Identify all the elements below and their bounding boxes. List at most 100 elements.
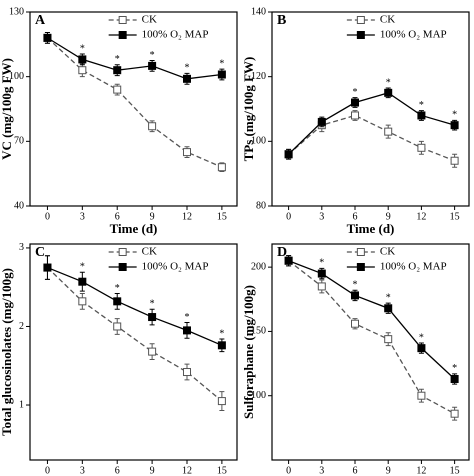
y-tick-label: 70 <box>14 136 24 147</box>
data-point <box>417 111 426 120</box>
data-point <box>148 313 157 322</box>
significance-mark: * <box>452 363 457 374</box>
y-tick-label: 2 <box>19 321 24 332</box>
x-tick-label: 15 <box>217 465 227 476</box>
data-point <box>417 143 426 152</box>
significance-mark: * <box>184 63 189 74</box>
data-point <box>217 163 226 172</box>
data-point <box>317 269 326 278</box>
series-line <box>288 114 455 162</box>
data-point <box>351 291 360 300</box>
y-axis-label: TPs (mg/100g FW) <box>241 57 256 162</box>
data-point <box>217 70 226 79</box>
legend-label: CK <box>142 246 157 258</box>
significance-mark: * <box>184 312 189 323</box>
x-tick-label: 6 <box>115 211 120 222</box>
x-tick-label: 3 <box>80 465 85 476</box>
x-tick-label: 0 <box>45 211 50 222</box>
data-point <box>351 98 360 107</box>
legend-marker <box>356 248 365 256</box>
series-line <box>288 92 455 155</box>
data-point <box>182 368 191 377</box>
significance-mark: * <box>419 332 424 343</box>
x-tick-label: 3 <box>319 465 324 476</box>
legend-label: 100% O₂ MAP <box>142 261 209 273</box>
y-tick-label: 150 <box>251 326 266 337</box>
significance-mark: * <box>115 54 120 65</box>
data-point <box>317 282 326 291</box>
data-point <box>284 256 293 265</box>
data-point <box>351 111 360 120</box>
legend-label: CK <box>380 14 395 26</box>
y-tick-label: 1 <box>19 399 24 410</box>
data-point <box>217 397 226 406</box>
data-point <box>384 304 393 313</box>
significance-mark: * <box>219 328 224 339</box>
significance-mark: * <box>386 77 391 88</box>
series-line <box>288 260 456 380</box>
x-tick-label: 6 <box>353 465 358 476</box>
data-point <box>78 277 87 286</box>
data-point <box>113 85 122 94</box>
x-axis-label: Time (d) <box>347 475 395 476</box>
x-tick-label: 12 <box>416 465 426 476</box>
y-tick-label: 40 <box>14 200 24 211</box>
data-point <box>417 344 426 353</box>
data-point <box>450 156 459 165</box>
data-point <box>384 335 393 344</box>
data-point <box>182 326 191 335</box>
plot-frame <box>29 243 238 461</box>
x-axis-label: Time (d) <box>110 475 158 476</box>
legend-label: CK <box>142 14 157 26</box>
panel-letter: B <box>277 13 286 28</box>
x-tick-label: 12 <box>182 211 192 222</box>
legend-marker <box>118 31 127 39</box>
data-point <box>450 121 459 130</box>
legend-marker <box>118 248 127 256</box>
series-line <box>47 266 223 346</box>
x-tick-label: 0 <box>286 211 291 222</box>
x-tick-label: 9 <box>150 465 155 476</box>
significance-mark: * <box>150 50 155 61</box>
legend-label: CK <box>380 246 395 258</box>
legend-marker <box>118 263 127 271</box>
data-point <box>384 88 393 97</box>
legend-label: 100% O₂ MAP <box>380 261 447 273</box>
panel-letter: A <box>35 13 46 28</box>
y-tick-label: 80 <box>256 200 266 211</box>
legend-label: 100% O₂ MAP <box>380 29 447 41</box>
x-axis-label: Time (d) <box>347 221 395 236</box>
x-tick-label: 9 <box>386 211 391 222</box>
x-tick-label: 0 <box>286 465 291 476</box>
x-axis-label: Time (d) <box>110 221 158 236</box>
significance-mark: * <box>319 258 324 269</box>
y-axis-label: Sulforaphane (mg/100g) <box>241 285 256 419</box>
data-point <box>450 375 459 383</box>
panel-letter: C <box>35 245 45 260</box>
data-point <box>148 347 157 356</box>
legend-marker <box>118 16 127 24</box>
significance-mark: * <box>353 280 358 291</box>
x-tick-label: 6 <box>353 211 358 222</box>
x-tick-label: 12 <box>182 465 192 476</box>
y-axis-label: VC (mg/100g FW) <box>0 58 14 160</box>
x-tick-label: 15 <box>450 465 460 476</box>
data-point <box>148 61 157 70</box>
significance-mark: * <box>353 87 358 98</box>
panel: A 0 3 6 9 12 15 40 70 100 130 Time (d) VC (mg/100g F… <box>0 6 238 236</box>
legend-marker <box>356 16 365 24</box>
significance-mark: * <box>452 110 457 121</box>
y-tick-label: 140 <box>251 6 266 17</box>
data-point <box>148 122 157 131</box>
plot-frame <box>271 243 470 461</box>
data-point <box>217 341 226 350</box>
y-tick-label: 100 <box>9 71 24 82</box>
x-tick-label: 9 <box>150 211 155 222</box>
legend-marker <box>356 31 365 39</box>
x-tick-label: 9 <box>386 465 391 476</box>
data-point <box>384 127 393 136</box>
data-point <box>113 322 122 331</box>
legend-marker <box>356 263 365 271</box>
significance-mark: * <box>80 262 85 273</box>
significance-mark: * <box>150 298 155 309</box>
